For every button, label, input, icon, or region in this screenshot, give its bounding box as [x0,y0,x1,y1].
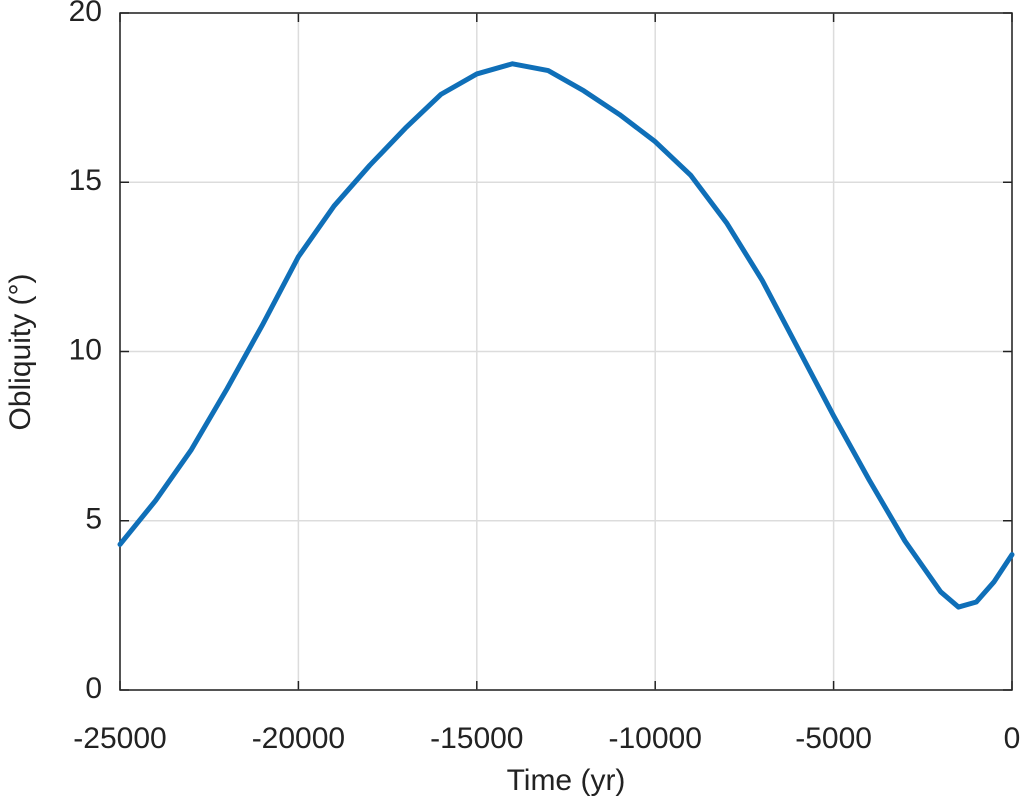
x-tick-label: -15000 [430,722,523,755]
x-tick-label: -20000 [252,722,345,755]
x-tick-label: -10000 [608,722,701,755]
data-line [117,61,1015,610]
x-tick-label: -5000 [795,722,872,755]
y-axis-label: Obliquity (°) [4,273,37,430]
plot-frame [119,12,1013,691]
y-tick-label: 0 [85,672,102,705]
x-tick-label: -25000 [73,722,166,755]
x-axis-label: Time (yr) [507,764,626,797]
x-tick-label: 0 [1004,722,1020,755]
y-tick-label: 10 [69,333,102,366]
y-tick-label: 5 [85,503,102,536]
y-tick-label: 15 [69,164,102,197]
y-tick-label: 20 [69,0,102,28]
